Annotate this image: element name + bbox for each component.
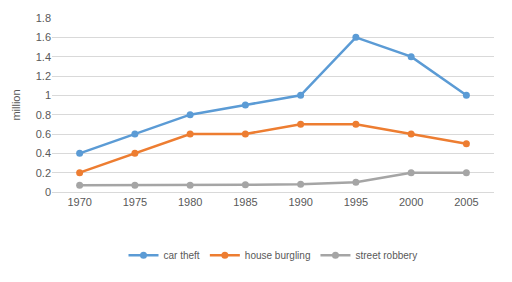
svg-text:1990: 1990 <box>288 196 312 208</box>
svg-text:car theft: car theft <box>164 250 200 261</box>
svg-text:street robbery: street robbery <box>355 250 417 261</box>
svg-text:1.8: 1.8 <box>36 12 51 24</box>
svg-text:1970: 1970 <box>67 196 91 208</box>
svg-text:million: million <box>10 89 22 120</box>
svg-text:0.4: 0.4 <box>36 147 51 159</box>
svg-text:1: 1 <box>45 89 51 101</box>
svg-text:1.6: 1.6 <box>36 31 51 43</box>
svg-text:1995: 1995 <box>344 196 368 208</box>
svg-text:1985: 1985 <box>233 196 257 208</box>
svg-text:1975: 1975 <box>123 196 147 208</box>
svg-text:0: 0 <box>45 186 51 198</box>
svg-text:2000: 2000 <box>399 196 423 208</box>
svg-text:2005: 2005 <box>454 196 478 208</box>
svg-text:1.2: 1.2 <box>36 70 51 82</box>
svg-text:0.8: 0.8 <box>36 109 51 121</box>
svg-text:0.6: 0.6 <box>36 128 51 140</box>
svg-text:house burgling: house burgling <box>245 250 311 261</box>
svg-text:1.4: 1.4 <box>36 51 51 63</box>
svg-text:0.2: 0.2 <box>36 167 51 179</box>
svg-text:1980: 1980 <box>178 196 202 208</box>
